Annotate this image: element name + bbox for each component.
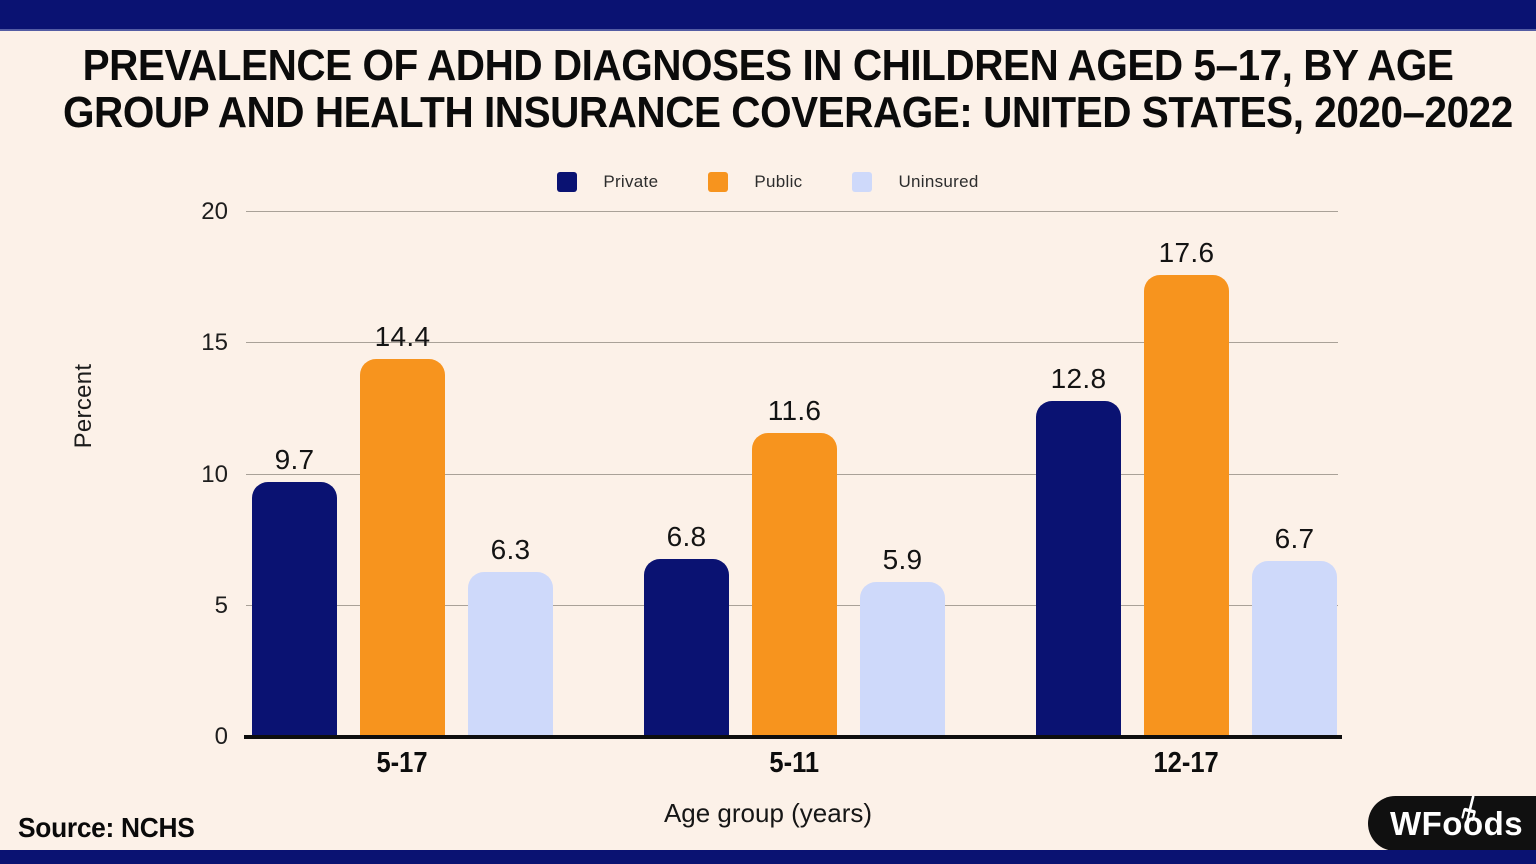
legend-label-uninsured: Uninsured [898,172,979,191]
public-swatch-icon [708,172,729,192]
chart-title-line-1: PREVALENCE OF ADHD DIAGNOSES IN CHILDREN… [82,41,1454,90]
bar-group-5-11: 6.8 11.6 5.9 5-11 [643,212,946,779]
gridline-15 [246,342,1338,344]
y-tick-label-10: 10 [201,460,228,488]
legend-label-private: Private [603,172,659,191]
top-border-strip [0,0,1536,31]
chart-title-line-2: GROUP AND HEALTH INSURANCE COVERAGE: UNI… [63,88,1513,137]
x-tick-label-text: 12-17 [1153,747,1220,779]
bar-value-label: 6.8 [666,520,707,552]
bar-value-label: 14.4 [374,321,431,352]
bar-value-label: 6.3 [490,533,531,565]
y-tick-label-5: 5 [214,591,228,619]
bar-wrap-public-5-11: 11.6 [752,394,837,737]
bar-private-5-11 [644,558,729,737]
bar-wrap-uninsured-5-17: 6.3 [468,534,553,737]
uninsured-swatch-icon [852,172,873,192]
x-tick-label-5-17: 5-17 [251,747,554,780]
brand-logo-text: WFoods [1390,804,1524,842]
bar-wrap-public-5-17: 14.4 [360,321,445,737]
bar-value-label: 6.7 [1274,523,1315,555]
brand-logo: WFoods [1368,795,1536,851]
x-tick-label-text: 5-11 [769,747,820,779]
bar-private-5-17 [252,482,337,737]
bar-wrap-uninsured-12-17: 6.7 [1252,523,1337,737]
bar-uninsured-5-17 [468,571,553,737]
chart-title: PREVALENCE OF ADHD DIAGNOSES IN CHILDREN… [0,42,1536,136]
plot-area: 0 5 10 15 20 9.7 14.4 6.3 5-17 6.8 11.6 5.9 5-11 12.… [201,198,1342,779]
bar-value-label: 12.8 [1050,363,1107,394]
legend-label-public: Public [754,172,803,191]
bar-wrap-public-12-17: 17.6 [1144,237,1229,737]
x-tick-label-5-11: 5-11 [643,747,946,780]
y-tick-label-15: 15 [201,329,228,357]
bar-groups: 9.7 14.4 6.3 5-17 6.8 11.6 5.9 5-11 12.8 17.6 6.7 1… [246,212,1338,779]
bar-wrap-private-5-11: 6.8 [644,520,729,737]
legend-item-uninsured: Uninsured [852,172,978,192]
bar-wrap-private-5-17: 9.7 [252,444,337,737]
bar-public-12-17 [1144,275,1229,737]
bar-group-12-17: 12.8 17.6 6.7 12-17 [1035,212,1338,779]
bar-value-label: 9.7 [274,444,315,476]
bar-value-label: 17.6 [1158,237,1215,268]
x-tick-label-12-17: 12-17 [1035,747,1338,780]
y-tick-label-0: 0 [214,723,228,750]
bar-wrap-private-12-17: 12.8 [1036,363,1121,737]
x-axis-title: Age group (years) [663,798,873,828]
source-attribution: Source: NCHS [18,812,195,843]
gridline-20 [246,211,1338,212]
legend-item-private: Private [557,172,658,192]
fork-icon [1461,795,1476,822]
private-swatch-icon [557,172,578,192]
legend-item-public: Public [708,172,802,192]
y-axis-title: Percent [70,363,97,449]
bottom-border-strip [0,850,1536,864]
y-tick-label-20: 20 [201,198,228,225]
bar-value-label: 11.6 [767,394,822,426]
bar-public-5-11 [752,432,837,737]
bar-private-12-17 [1036,401,1121,737]
bar-public-5-17 [360,359,445,737]
bar-group-5-17: 9.7 14.4 6.3 5-17 [251,212,554,779]
bar-value-label: 5.9 [882,544,923,576]
legend: Private Public Uninsured [0,172,1536,192]
bar-uninsured-5-11 [860,582,945,737]
bar-uninsured-12-17 [1252,561,1337,737]
x-tick-label-text: 5-17 [376,747,429,779]
x-axis-line [244,735,1342,739]
bar-wrap-uninsured-5-11: 5.9 [860,544,945,737]
